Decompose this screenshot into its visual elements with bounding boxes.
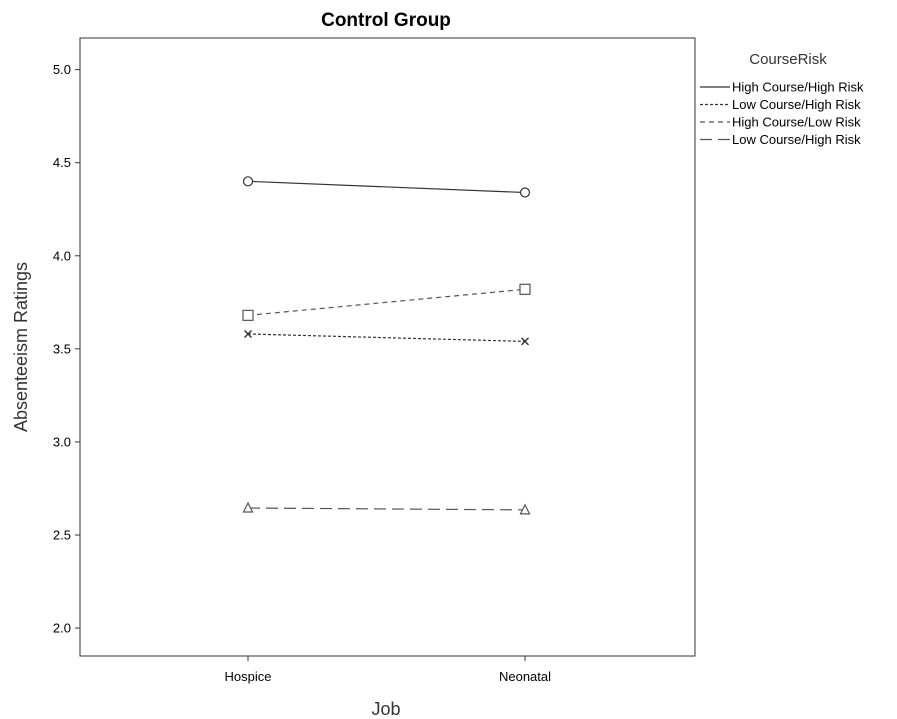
y-tick-label: 2.5 — [53, 528, 71, 543]
series-3 — [242, 283, 531, 321]
y-tick-label: 3.5 — [53, 341, 71, 356]
y-tick-label: 4.0 — [53, 248, 71, 263]
series-2 — [244, 329, 529, 346]
point-triangle — [519, 503, 531, 515]
point-triangle — [242, 501, 254, 513]
series-layer — [242, 176, 531, 515]
point-square — [242, 309, 254, 321]
point-square — [519, 283, 531, 295]
series-line — [247, 180, 526, 194]
point-x-stroke — [244, 329, 252, 338]
point-circle — [519, 187, 531, 198]
x-axis-label: Job — [371, 699, 400, 719]
point-x-stroke — [521, 337, 529, 346]
series-line — [247, 507, 526, 511]
y-tick-label: 4.5 — [53, 155, 71, 170]
point-x — [521, 337, 529, 346]
legend-item: High Course/High Risk — [700, 80, 864, 95]
y-tick-label: 2.0 — [53, 621, 71, 636]
y-tick-label: 3.0 — [53, 434, 71, 449]
legend-label: High Course/Low Risk — [732, 115, 861, 130]
x-axis: Hospice Neonatal — [225, 656, 551, 684]
chart-title: Control Group — [321, 10, 451, 31]
series-line — [247, 333, 526, 343]
series-line — [247, 288, 526, 316]
x-tick-label: Hospice — [225, 669, 272, 684]
legend-label: High Course/High Risk — [732, 80, 864, 95]
plot-frame — [79, 37, 696, 657]
y-tick-label: 5.0 — [53, 62, 71, 77]
legend-label: Low Course/High Risk — [732, 97, 861, 112]
point-circle — [242, 176, 254, 187]
x-tick-label: Neonatal — [499, 669, 551, 684]
y-axis: 2.0 2.5 3.0 3.5 4.0 4.5 5.0 — [53, 62, 80, 636]
legend-item: Low Course/High Risk — [700, 97, 861, 112]
point-x — [244, 329, 252, 338]
legend-title: CourseRisk — [749, 51, 827, 68]
y-axis-label: Absenteeism Ratings — [11, 262, 31, 432]
legend-item: Low Course/High Risk — [700, 132, 861, 147]
series-1 — [242, 176, 531, 198]
legend: CourseRisk High Course/High Risk Low Cour… — [700, 51, 864, 147]
series-4 — [242, 501, 531, 515]
legend-item: High Course/Low Risk — [700, 115, 861, 130]
legend-label: Low Course/High Risk — [732, 132, 861, 147]
